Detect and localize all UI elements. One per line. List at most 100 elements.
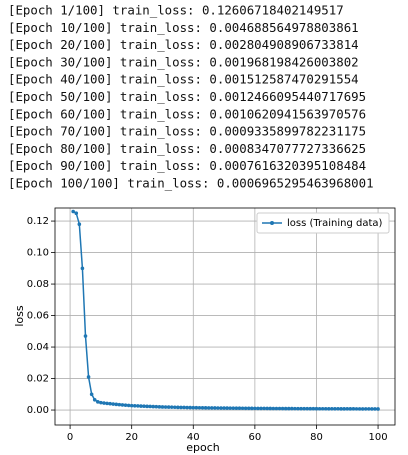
loss-point	[243, 406, 248, 411]
log-line: [Epoch 70/100] train_loss: 0.00093358997…	[8, 124, 366, 139]
loss-point	[293, 406, 297, 411]
y-tick-label: 0.06	[27, 311, 49, 322]
loss-point	[308, 406, 313, 411]
x-tick-label: 100	[369, 432, 388, 443]
loss-point	[373, 407, 377, 411]
x-axis-label: epoch	[186, 441, 220, 454]
x-tick-label: 80	[310, 432, 323, 443]
loss-point	[370, 407, 374, 411]
loss-point	[311, 406, 316, 411]
loss-point	[262, 406, 266, 411]
log-line: [Epoch 1/100] train_loss: 0.126067184021…	[8, 3, 344, 18]
loss-point	[256, 406, 260, 411]
loss-point	[367, 407, 371, 411]
log-line: [Epoch 80/100] train_loss: 0.00083470777…	[8, 141, 366, 156]
loss-point	[253, 406, 257, 411]
x-tick-label: 0	[67, 432, 73, 443]
loss-point	[225, 406, 229, 410]
loss-point	[99, 400, 103, 405]
loss-point	[77, 222, 82, 227]
loss-point	[145, 404, 149, 409]
loss-point	[166, 405, 171, 409]
loss-point	[376, 407, 380, 411]
loss-point	[339, 407, 343, 411]
loss-point	[320, 406, 325, 411]
loss-point	[305, 406, 310, 411]
loss-point	[283, 406, 288, 411]
loss-point	[80, 266, 85, 271]
loss-point	[117, 402, 122, 407]
loss-point	[213, 406, 217, 410]
log-line: [Epoch 50/100] train_loss: 0.00124660954…	[8, 89, 366, 104]
loss-point	[83, 334, 88, 338]
loss-point	[314, 406, 319, 411]
y-tick-label: 0.08	[27, 279, 49, 290]
loss-point	[148, 404, 152, 409]
loss-point	[265, 406, 269, 411]
loss-point	[299, 406, 303, 411]
loss-point	[323, 406, 328, 411]
loss-point	[271, 406, 276, 411]
loss-point	[342, 407, 346, 411]
log-line: [Epoch 30/100] train_loss: 0.00196819842…	[8, 54, 359, 69]
y-tick-label: 0.12	[27, 216, 49, 227]
log-line: [Epoch 10/100] train_loss: 0.00468856497…	[8, 20, 359, 35]
loss-point	[194, 405, 199, 410]
loss-point	[219, 406, 223, 410]
loss-point	[336, 407, 340, 411]
loss-point	[296, 406, 300, 411]
y-tick-label: 0.04	[27, 342, 49, 353]
x-tick-label: 60	[249, 432, 262, 443]
loss-point	[96, 400, 100, 404]
loss-point	[363, 407, 368, 411]
loss-point	[105, 401, 109, 406]
loss-point	[114, 402, 119, 407]
loss-point	[108, 401, 112, 406]
loss-point	[200, 405, 205, 410]
loss-point	[354, 407, 359, 411]
loss-point	[240, 406, 245, 411]
loss-point	[203, 406, 208, 410]
loss-point	[163, 405, 168, 409]
loss-point	[185, 405, 189, 410]
loss-point	[326, 406, 331, 411]
log-line: [Epoch 90/100] train_loss: 0.00076163203…	[8, 158, 366, 173]
loss-point	[191, 405, 196, 410]
loss-point	[268, 406, 273, 411]
loss-point	[173, 405, 177, 410]
loss-point	[357, 407, 362, 411]
loss-point	[154, 404, 159, 409]
log-line: [Epoch 60/100] train_loss: 0.00106209415…	[8, 106, 366, 121]
loss-point	[188, 405, 192, 410]
loss-point	[151, 404, 156, 409]
loss-point	[286, 406, 291, 411]
loss-point	[71, 209, 75, 214]
loss-point	[160, 405, 165, 409]
loss-point	[126, 403, 131, 408]
loss-point	[216, 406, 220, 410]
loss-point	[246, 406, 251, 411]
loss-point	[228, 406, 233, 410]
loss-point	[179, 405, 183, 410]
loss-point	[290, 406, 294, 411]
loss-point	[136, 404, 140, 408]
loss-point	[345, 407, 350, 411]
loss-point	[231, 406, 236, 410]
loss-point	[176, 405, 180, 410]
loss-point	[222, 406, 226, 410]
loss-point	[89, 392, 94, 397]
y-tick-label: 0.10	[27, 248, 49, 259]
loss-point	[132, 403, 137, 408]
loss-point	[142, 404, 146, 409]
loss-point	[249, 406, 254, 411]
loss-point	[123, 403, 128, 407]
loss-point	[330, 406, 334, 411]
loss-point	[277, 406, 282, 411]
loss-point	[102, 401, 106, 405]
legend-label: loss (Training data)	[287, 218, 383, 229]
loss-point	[234, 406, 239, 410]
loss-point	[197, 405, 202, 410]
x-tick-label: 20	[125, 432, 138, 443]
log-line: [Epoch 20/100] train_loss: 0.00280490890…	[8, 37, 359, 52]
